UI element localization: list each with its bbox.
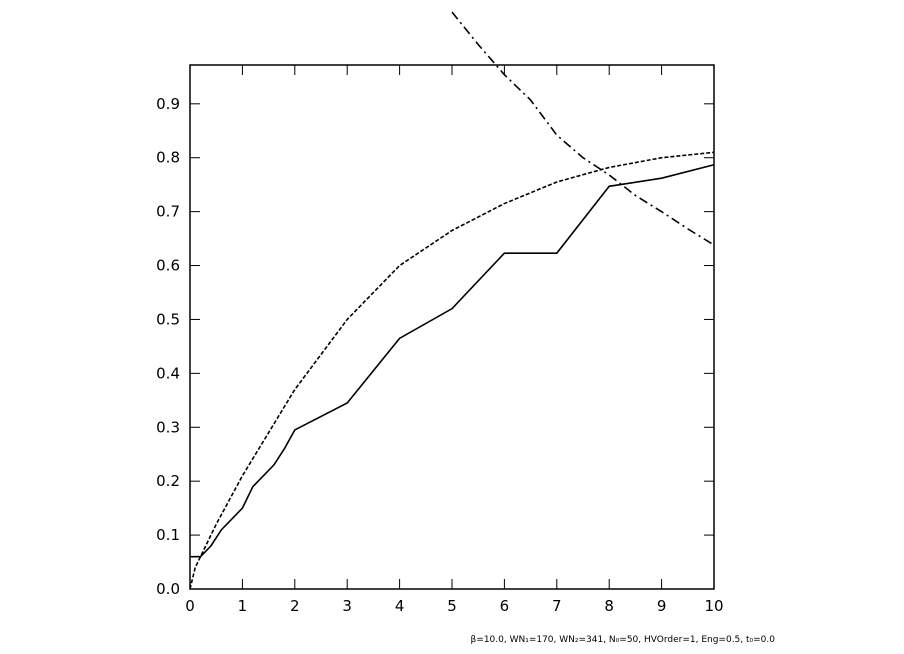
x-tick-label: 8 xyxy=(604,597,614,615)
y-tick-label: 0.2 xyxy=(156,472,180,490)
y-tick-label: 0.4 xyxy=(156,364,180,382)
x-tick-label: 2 xyxy=(290,597,300,615)
x-tick-label: 3 xyxy=(342,597,352,615)
y-tick-label: 0.0 xyxy=(156,580,180,598)
line-series xyxy=(190,163,715,558)
y-tick-label: 0.8 xyxy=(156,149,180,167)
y-tick-label: 0.7 xyxy=(156,203,180,221)
line-series xyxy=(189,151,715,590)
x-tick-label: 1 xyxy=(238,597,248,615)
y-tick-label: 0.6 xyxy=(156,257,180,275)
x-tick-label: 0 xyxy=(185,597,195,615)
y-tick-label: 0.3 xyxy=(156,418,180,436)
annotation: β=10.0, WN₁=170, WN₂=341, N₀=50, HVOrder… xyxy=(471,635,776,645)
x-tick-label: 7 xyxy=(552,597,562,615)
x-tick-label: 9 xyxy=(657,597,667,615)
y-tick-label: 0.9 xyxy=(156,95,180,113)
y-tick-label: 0.5 xyxy=(156,310,180,328)
plot-frame xyxy=(189,64,715,590)
x-tick-label: 10 xyxy=(704,597,723,615)
x-tick-label: 4 xyxy=(395,597,405,615)
line-series xyxy=(451,11,715,246)
x-tick-label: 6 xyxy=(500,597,510,615)
x-tick-label: 5 xyxy=(447,597,457,615)
y-tick-label: 0.1 xyxy=(156,526,180,544)
